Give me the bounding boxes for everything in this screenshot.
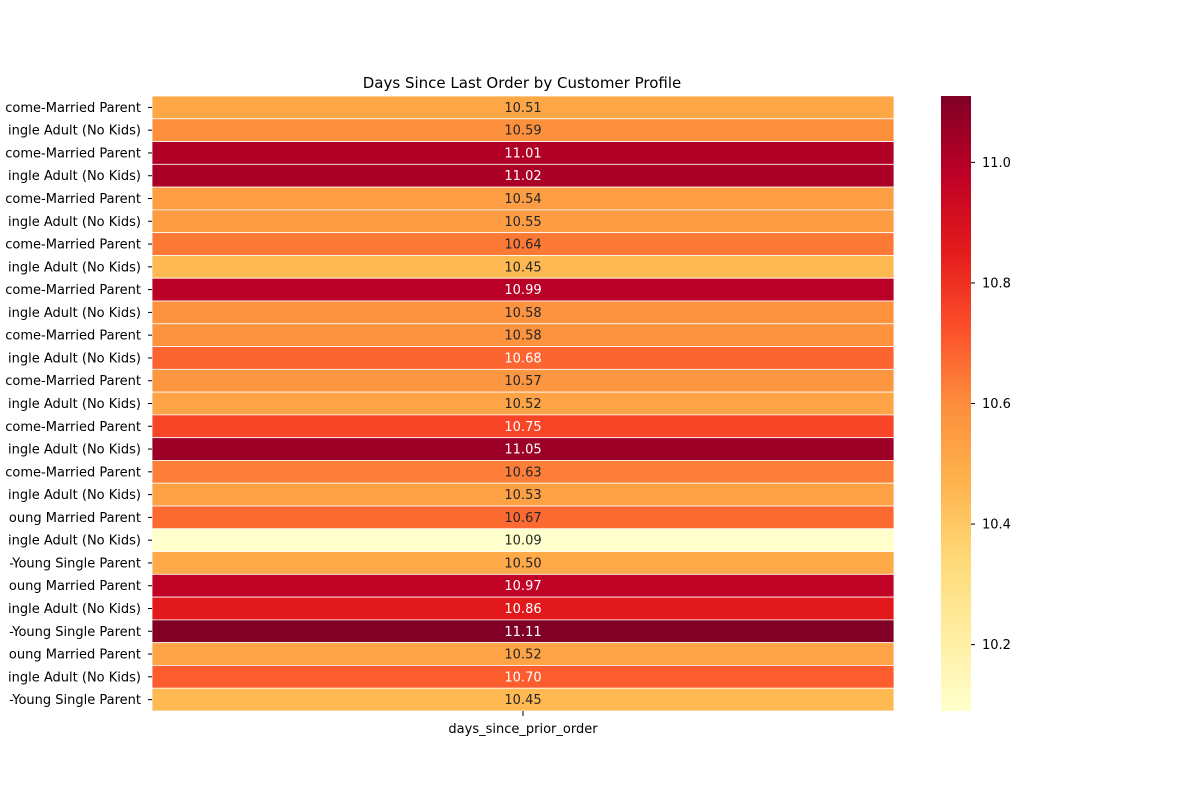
colorbar-tick-label: 10.8 — [982, 276, 1011, 291]
cell-value-label: 10.64 — [504, 238, 541, 253]
cell-value-label: 10.51 — [504, 101, 541, 116]
row-tick-label: come-Married Parent — [5, 283, 141, 298]
cell-value-label: 10.52 — [504, 397, 541, 412]
cell-value-label: 11.02 — [504, 169, 541, 184]
cell-value-label: 10.50 — [504, 556, 541, 571]
row-tick-label: ingle Adult (No Kids) — [8, 351, 141, 366]
heatmap-cells: 10.51 10.59 11.01 11.02 10.54 10.55 10.64 10.45… — [151, 95, 895, 712]
row-tick-label: oung Married Parent — [9, 579, 141, 594]
row-tick-label: ingle Adult (No Kids) — [8, 124, 141, 139]
cell-value-label: 11.11 — [504, 625, 541, 640]
row-tick-label: -Young Single Parent — [9, 625, 141, 640]
row-tick-label: ingle Adult (No Kids) — [8, 670, 141, 685]
row-tick-label: come-Married Parent — [5, 329, 141, 344]
chart-title: Days Since Last Order by Customer Profil… — [363, 74, 682, 92]
row-tick-label: ingle Adult (No Kids) — [8, 534, 141, 549]
cell-value-label: 10.70 — [504, 670, 541, 685]
colorbar-tick-label: 10.6 — [982, 397, 1011, 412]
cell-value-label: 10.75 — [504, 420, 541, 435]
row-tick-label: ingle Adult (No Kids) — [8, 260, 141, 275]
cell-value-label: 10.59 — [504, 124, 541, 139]
cell-value-label: 10.67 — [504, 511, 541, 526]
row-tick-label: come-Married Parent — [5, 374, 141, 389]
cell-value-label: 10.45 — [504, 693, 541, 708]
cell-value-label: 10.09 — [504, 534, 541, 549]
column-tick-labels: days_since_prior_order — [448, 711, 598, 737]
row-tick-label: ingle Adult (No Kids) — [8, 215, 141, 230]
column-tick-label: days_since_prior_order — [448, 722, 598, 737]
row-tick-label: ingle Adult (No Kids) — [8, 306, 141, 321]
cell-value-label: 10.58 — [504, 306, 541, 321]
cell-value-label: 10.45 — [504, 260, 541, 275]
cell-value-label: 10.63 — [504, 465, 541, 480]
colorbar-gradient — [941, 96, 971, 711]
cell-value-label: 10.55 — [504, 215, 541, 230]
colorbar-tick-label: 10.4 — [982, 518, 1011, 533]
row-tick-label: come-Married Parent — [5, 192, 141, 207]
row-tick-label: come-Married Parent — [5, 420, 141, 435]
colorbar-tick-label: 11.0 — [982, 156, 1011, 171]
row-tick-label: oung Married Parent — [9, 511, 141, 526]
row-tick-labels: come-Married Parent ingle Adult (No Kids)… — [5, 101, 152, 708]
cell-value-label: 10.58 — [504, 329, 541, 344]
row-tick-label: ingle Adult (No Kids) — [8, 602, 141, 617]
row-tick-label: -Young Single Parent — [9, 556, 141, 571]
row-tick-label: oung Married Parent — [9, 648, 141, 663]
row-tick-label: come-Married Parent — [5, 238, 141, 253]
row-tick-label: ingle Adult (No Kids) — [8, 169, 141, 184]
cell-value-label: 10.97 — [504, 579, 541, 594]
row-tick-label: come-Married Parent — [5, 146, 141, 161]
row-tick-label: ingle Adult (No Kids) — [8, 397, 141, 412]
cell-value-label: 10.52 — [504, 648, 541, 663]
cell-value-label: 11.01 — [504, 146, 541, 161]
row-tick-label: -Young Single Parent — [9, 693, 141, 708]
cell-value-label: 10.86 — [504, 602, 541, 617]
row-tick-label: come-Married Parent — [5, 465, 141, 480]
colorbar: 10.2 10.4 10.6 10.8 11.0 — [941, 96, 1011, 711]
cell-value-label: 10.57 — [504, 374, 541, 389]
row-tick-label: come-Married Parent — [5, 101, 141, 116]
cell-value-label: 11.05 — [504, 443, 541, 458]
colorbar-tick-label: 10.2 — [982, 638, 1011, 653]
row-tick-label: ingle Adult (No Kids) — [8, 488, 141, 503]
cell-value-label: 10.54 — [504, 192, 541, 207]
cell-value-label: 10.53 — [504, 488, 541, 503]
cell-value-label: 10.68 — [504, 351, 541, 366]
cell-value-label: 10.99 — [504, 283, 541, 298]
row-tick-label: ingle Adult (No Kids) — [8, 443, 141, 458]
